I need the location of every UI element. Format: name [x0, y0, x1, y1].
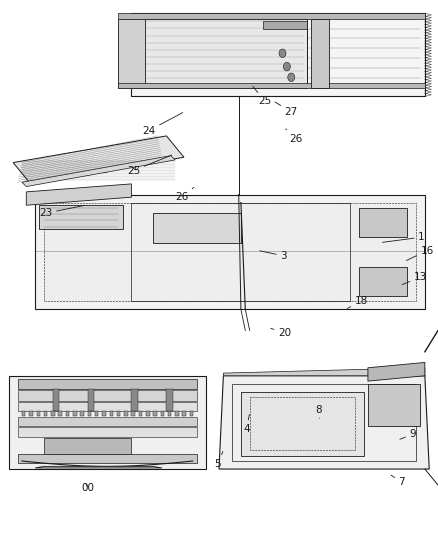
Text: 18: 18 [347, 296, 368, 309]
Polygon shape [146, 411, 149, 416]
Polygon shape [51, 411, 55, 416]
Text: 8: 8 [315, 406, 322, 418]
Polygon shape [139, 411, 142, 416]
Text: 5: 5 [215, 451, 223, 469]
Polygon shape [118, 19, 145, 88]
Polygon shape [183, 411, 186, 416]
Polygon shape [9, 376, 206, 469]
Polygon shape [18, 379, 197, 389]
Polygon shape [95, 411, 99, 416]
Polygon shape [18, 427, 197, 437]
Polygon shape [110, 411, 113, 416]
Circle shape [283, 62, 290, 71]
Text: 9: 9 [400, 430, 416, 439]
Polygon shape [166, 389, 173, 411]
Text: 16: 16 [406, 246, 434, 261]
Polygon shape [118, 83, 425, 88]
Polygon shape [22, 411, 25, 416]
Text: 26: 26 [175, 188, 194, 202]
Polygon shape [131, 389, 138, 411]
Polygon shape [58, 411, 62, 416]
Polygon shape [35, 466, 162, 468]
Polygon shape [29, 411, 33, 416]
Polygon shape [39, 205, 123, 229]
Text: 23: 23 [39, 206, 84, 218]
Polygon shape [36, 411, 40, 416]
Polygon shape [88, 411, 91, 416]
Polygon shape [153, 411, 157, 416]
Text: 7: 7 [391, 475, 405, 487]
Text: 26: 26 [286, 129, 302, 143]
Text: 25: 25 [127, 155, 172, 175]
Polygon shape [175, 411, 179, 416]
Text: 20: 20 [271, 328, 291, 338]
Polygon shape [44, 411, 47, 416]
Polygon shape [18, 402, 197, 411]
Polygon shape [359, 266, 407, 296]
Text: 24: 24 [142, 112, 183, 135]
Polygon shape [22, 156, 175, 187]
Polygon shape [88, 389, 94, 411]
Text: 25: 25 [253, 86, 272, 106]
Polygon shape [66, 411, 69, 416]
Polygon shape [26, 184, 131, 205]
Polygon shape [131, 411, 135, 416]
Circle shape [279, 49, 286, 58]
Circle shape [378, 368, 384, 375]
Polygon shape [80, 411, 84, 416]
Polygon shape [219, 376, 429, 469]
Polygon shape [368, 384, 420, 426]
Polygon shape [117, 411, 120, 416]
Polygon shape [359, 208, 407, 237]
Polygon shape [161, 411, 164, 416]
Polygon shape [241, 392, 364, 456]
Text: 00: 00 [81, 483, 94, 492]
Polygon shape [168, 411, 171, 416]
Text: 13: 13 [402, 272, 427, 285]
Circle shape [400, 366, 406, 373]
Text: 3: 3 [260, 251, 287, 261]
Text: 1: 1 [382, 232, 425, 243]
Polygon shape [35, 195, 425, 309]
Polygon shape [140, 19, 307, 88]
Polygon shape [131, 13, 425, 96]
Polygon shape [263, 21, 307, 29]
Polygon shape [311, 19, 328, 88]
Polygon shape [53, 389, 59, 411]
Circle shape [273, 447, 279, 454]
Polygon shape [44, 438, 131, 454]
Polygon shape [18, 454, 197, 463]
Polygon shape [73, 411, 77, 416]
Circle shape [288, 73, 295, 82]
Polygon shape [223, 368, 425, 376]
Polygon shape [102, 411, 106, 416]
Text: 27: 27 [275, 102, 298, 117]
Polygon shape [153, 213, 241, 243]
Polygon shape [13, 136, 184, 184]
Polygon shape [44, 203, 416, 301]
Polygon shape [18, 390, 197, 401]
Polygon shape [118, 13, 425, 19]
Polygon shape [18, 417, 197, 426]
Polygon shape [190, 411, 193, 416]
Text: 4: 4 [243, 415, 250, 434]
Polygon shape [124, 411, 127, 416]
Polygon shape [368, 362, 425, 381]
